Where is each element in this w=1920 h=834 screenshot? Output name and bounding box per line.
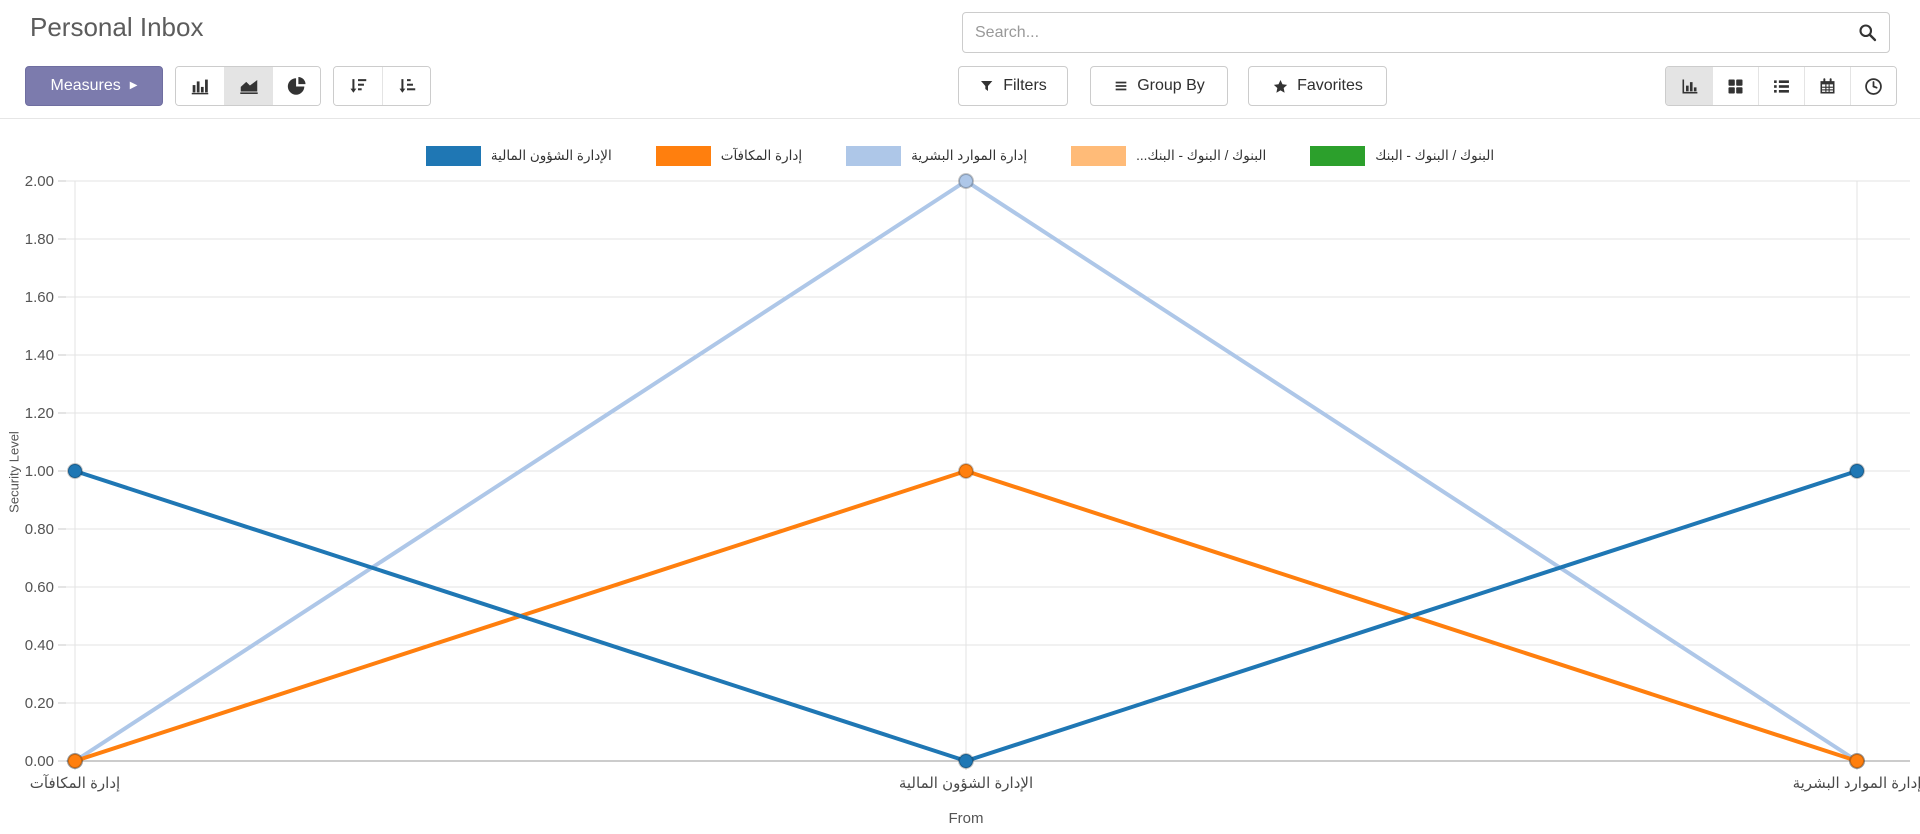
legend-swatch (1310, 146, 1366, 166)
sort-ascending-button[interactable] (382, 67, 430, 105)
legend-item[interactable]: البنوك / البنوك - البنك (1310, 146, 1494, 166)
area-chart-button[interactable] (224, 67, 272, 105)
view-graph-button[interactable] (1666, 67, 1712, 105)
caret-right-icon: ▶ (129, 80, 138, 91)
legend-label: ...البنوك / البنوك - البنك (1136, 148, 1267, 163)
search-input[interactable] (962, 12, 1890, 53)
chart-type-group (175, 66, 321, 106)
search-icon[interactable] (1857, 22, 1878, 43)
toolbar-separator (0, 118, 1920, 119)
star-icon (1273, 79, 1288, 93)
search-bar (962, 12, 1890, 53)
graph-view: الإدارة الشؤون المالية إدارة المكافآت إدار… (0, 119, 1920, 834)
legend-swatch (655, 146, 711, 166)
favorites-button[interactable]: Favorites (1248, 66, 1387, 106)
svg-text:إدارة المكافآت: إدارة المكافآت (30, 774, 120, 792)
sort-descending-icon (350, 79, 367, 93)
legend-item[interactable]: ...البنوك / البنوك - البنك (1071, 146, 1266, 166)
sort-descending-button[interactable] (334, 67, 382, 105)
hamburger-icon (1115, 81, 1127, 91)
group-by-label: Group By (1137, 77, 1205, 94)
legend-label: إدارة المكافآت (720, 148, 803, 163)
x-axis-label: From (948, 810, 984, 827)
bar-chart-button[interactable] (176, 67, 224, 105)
view-switcher (1665, 66, 1897, 106)
clock-icon (1865, 77, 1882, 95)
svg-text:0.60: 0.60 (25, 579, 54, 596)
group-by-button[interactable]: Group By (1090, 66, 1228, 106)
legend-swatch (846, 146, 902, 166)
legend-label: البنوك / البنوك - البنك (1375, 148, 1495, 163)
bar-chart-icon (191, 79, 209, 95)
legend-label: إدارة الموارد البشرية (911, 148, 1028, 163)
kanban-icon (1728, 79, 1743, 93)
area-chart-icon (239, 80, 258, 94)
calendar-icon (1820, 77, 1835, 93)
legend-swatch (425, 146, 481, 166)
svg-text:0.40: 0.40 (25, 637, 54, 654)
pie-chart-button[interactable] (272, 67, 320, 105)
legend-item[interactable]: إدارة الموارد البشرية (846, 146, 1027, 166)
view-calendar-button[interactable] (1804, 67, 1850, 105)
measures-label: Measures (50, 77, 121, 94)
filters-button[interactable]: Filters (958, 66, 1068, 106)
legend-item[interactable]: إدارة المكافآت (655, 146, 803, 166)
graph-view-icon (1682, 79, 1697, 93)
svg-text:1.60: 1.60 (25, 289, 54, 306)
sort-group (333, 66, 431, 106)
measures-button[interactable]: Measures ▶ (25, 66, 163, 106)
list-icon (1774, 79, 1789, 93)
filter-icon (981, 81, 993, 91)
svg-text:الإدارة الشؤون المالية: الإدارة الشؤون المالية (899, 775, 1033, 792)
svg-text:إدارة الموارد البشرية: إدارة الموارد البشرية (1793, 775, 1920, 792)
page-title: Personal Inbox (30, 12, 204, 42)
legend-swatch (1071, 146, 1127, 166)
view-kanban-button[interactable] (1712, 67, 1758, 105)
svg-text:1.20: 1.20 (25, 405, 54, 422)
pie-chart-icon (287, 77, 306, 95)
chart-legend: الإدارة الشؤون المالية إدارة المكافآت إدار… (0, 146, 1920, 166)
view-list-button[interactable] (1758, 67, 1804, 105)
svg-text:1.00: 1.00 (25, 463, 54, 480)
sort-ascending-icon (398, 79, 415, 93)
view-activity-button[interactable] (1850, 67, 1896, 105)
svg-text:0.20: 0.20 (25, 695, 54, 712)
svg-text:1.40: 1.40 (25, 347, 54, 364)
filters-label: Filters (1003, 77, 1047, 94)
svg-text:0.00: 0.00 (25, 753, 54, 770)
svg-text:0.80: 0.80 (25, 521, 54, 538)
legend-label: الإدارة الشؤون المالية (490, 148, 612, 163)
favorites-label: Favorites (1297, 77, 1363, 94)
svg-text:1.80: 1.80 (25, 231, 54, 248)
legend-item[interactable]: الإدارة الشؤون المالية (425, 146, 612, 166)
chart-svg: 0.00 0.20 0.40 0.60 0.80 1.00 1.20 1.40 1.60 1.80… (25, 173, 1920, 792)
svg-text:2.00: 2.00 (25, 173, 54, 190)
